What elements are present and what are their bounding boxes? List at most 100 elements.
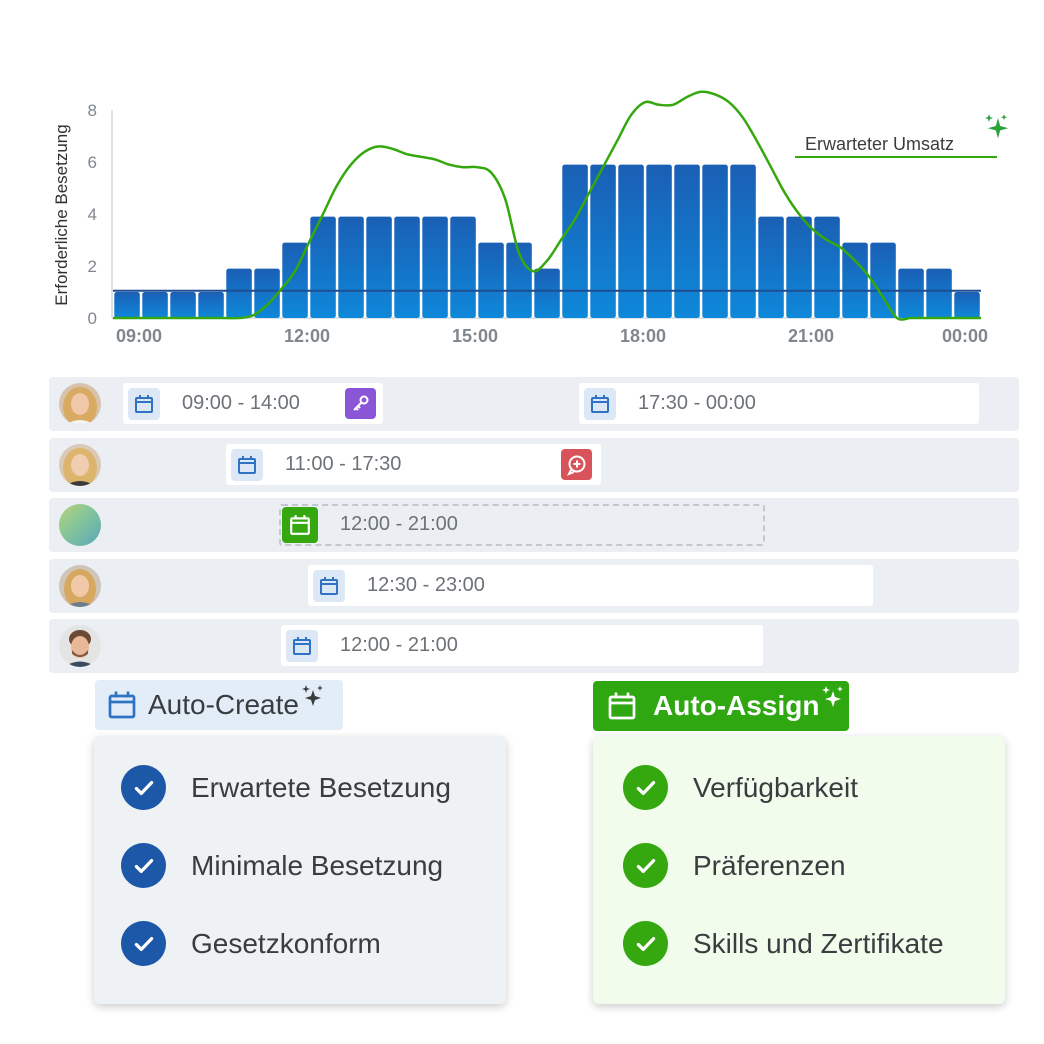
schedule-row: 12:30 - 23:00 [49,559,1019,613]
checklist-item: Verfügbarkeit [623,765,858,810]
staffing-bar [786,216,812,318]
expected-revenue-line [113,90,981,321]
staffing-bar [114,292,140,318]
sparkle-icon [820,685,844,709]
staffing-bar [898,268,924,318]
staffing-bar [254,268,280,318]
calendar-icon [584,388,616,420]
staffing-bar [758,216,784,318]
x-tick-label: 00:00 [942,326,988,346]
calendar-icon [286,630,318,662]
x-tick-label: 15:00 [452,326,498,346]
x-tick-label: 18:00 [620,326,666,346]
checklist-label: Präferenzen [693,849,846,881]
check-icon [623,921,668,966]
open-shift-block[interactable]: 12:00 - 21:00 [279,504,765,546]
calendar-icon [607,690,637,722]
employee-avatar[interactable] [59,383,101,425]
calendar-icon [231,449,263,481]
shift-time: 12:00 - 21:00 [340,634,458,656]
check-icon [623,843,668,888]
staffing-bar [842,242,868,318]
staffing-bar [618,164,644,318]
staffing-bar [422,216,448,318]
y-tick-label: 0 [88,309,97,328]
shift-time: 12:00 - 21:00 [340,513,458,535]
schedule-row: 11:00 - 17:30 [49,438,1019,492]
staffing-bar [170,292,196,318]
shift-time: 12:30 - 23:00 [367,574,485,596]
auto-assign-label: Auto-Assign [653,690,820,721]
staffing-bar [646,164,672,318]
add-comment-icon[interactable] [561,449,592,480]
checklist-label: Skills und Zertifikate [693,927,944,959]
shift-time: 17:30 - 00:00 [638,392,756,414]
employee-avatar[interactable] [59,565,101,607]
staffing-bar [590,164,616,318]
staffing-bar [954,292,980,318]
staffing-bar [366,216,392,318]
y-tick-label: 4 [88,205,97,224]
calendar-icon [313,570,345,602]
staffing-bar [198,292,224,318]
staffing-bar [310,216,336,318]
sparkle-icon [985,114,1009,139]
shift-block[interactable]: 11:00 - 17:30 [226,444,601,485]
staffing-bar [226,268,252,318]
x-tick-label: 12:00 [284,326,330,346]
calendar-icon [282,507,318,543]
x-tick-label: 21:00 [788,326,834,346]
staffing-bar [394,216,420,318]
checklist-item: Minimale Besetzung [121,843,443,888]
shift-block[interactable]: 12:00 - 21:00 [281,625,763,666]
checklist-item: Gesetzkonform [121,921,381,966]
checklist-item: Erwartete Besetzung [121,765,451,810]
staffing-bar [926,268,952,318]
annotation-label: Erwarteter Umsatz [805,134,954,154]
staffing-bar [702,164,728,318]
auto-create-tag[interactable]: Auto-Create [95,680,343,730]
x-tick-label: 09:00 [116,326,162,346]
checklist-label: Verfügbarkeit [693,771,858,803]
y-tick-label: 2 [88,257,97,276]
y-axis-label: Erforderliche Besetzung [52,124,71,305]
shift-block[interactable]: 17:30 - 00:00 [579,383,979,424]
auto-create-label: Auto-Create [148,689,299,720]
staffing-bar [814,216,840,318]
checklist-label: Gesetzkonform [191,927,381,959]
schedule-row: 09:00 - 14:00 17:30 - 00:00 [49,377,1019,431]
staffing-bar [478,242,504,318]
y-tick-label: 8 [88,101,97,120]
check-icon [121,921,166,966]
checklist-label: Erwartete Besetzung [191,771,451,803]
staffing-bar [674,164,700,318]
calendar-icon [128,388,160,420]
check-icon [121,765,166,810]
calendar-icon [107,689,137,721]
y-tick-label: 6 [88,153,97,172]
employee-avatar[interactable] [59,625,101,667]
staffing-bar [450,216,476,318]
checklist-item: Präferenzen [623,843,846,888]
checklist-item: Skills und Zertifikate [623,921,944,966]
unassigned-avatar[interactable] [59,504,101,546]
staffing-bar [506,242,532,318]
employee-avatar[interactable] [59,444,101,486]
shift-time: 09:00 - 14:00 [182,392,300,414]
key-icon[interactable] [345,388,376,419]
auto-assign-card: Verfügbarkeit Präferenzen Skills und Zer… [593,736,1005,1004]
shift-block[interactable]: 12:30 - 23:00 [308,565,873,606]
schedule-row: 12:00 - 21:00 [49,498,1019,552]
shift-time: 11:00 - 17:30 [285,453,402,475]
schedule-row: 12:00 - 21:00 [49,619,1019,673]
auto-assign-tag[interactable]: Auto-Assign [593,681,849,731]
staffing-bar [534,268,560,318]
staffing-chart: Erwarteter Umsatz Erforderliche Besetzun… [52,90,1009,346]
shift-block[interactable]: 09:00 - 14:00 [123,383,383,424]
sparkle-icon [300,684,324,708]
auto-create-card: Erwartete Besetzung Minimale Besetzung G… [94,736,506,1004]
check-icon [623,765,668,810]
checklist-label: Minimale Besetzung [191,849,444,881]
staffing-bar [870,242,896,318]
staffing-bar [730,164,756,318]
